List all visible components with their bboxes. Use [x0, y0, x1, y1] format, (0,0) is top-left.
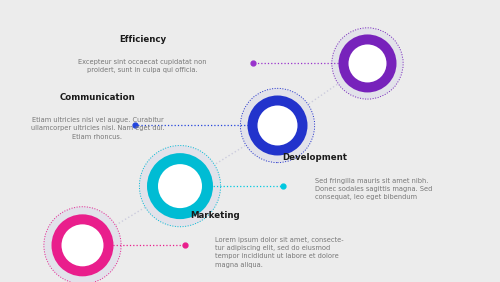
Ellipse shape: [158, 164, 202, 208]
Text: Lorem ipsum dolor sit amet, consecte-
tur adipiscing elit, sed do eiusmod
tempor: Lorem ipsum dolor sit amet, consecte- tu…: [215, 237, 344, 268]
Ellipse shape: [44, 206, 122, 282]
Ellipse shape: [147, 153, 213, 219]
Text: Excepteur sint occaecat cupidatat non
proidert, sunt in culpa qui officia.: Excepteur sint occaecat cupidatat non pr…: [78, 59, 207, 74]
Text: Efficiency: Efficiency: [119, 35, 166, 44]
Ellipse shape: [139, 145, 221, 227]
Text: Development: Development: [282, 153, 348, 162]
Ellipse shape: [338, 34, 396, 92]
Ellipse shape: [62, 224, 104, 266]
Ellipse shape: [52, 214, 114, 276]
Text: Marketing: Marketing: [190, 211, 240, 220]
Ellipse shape: [166, 171, 190, 195]
Ellipse shape: [68, 231, 92, 254]
Text: Sed fringilla mauris sit amet nibh.
Donec sodales sagittis magna. Sed
consequat,: Sed fringilla mauris sit amet nibh. Done…: [315, 178, 432, 200]
Ellipse shape: [240, 88, 315, 163]
Ellipse shape: [258, 105, 298, 146]
Ellipse shape: [348, 45, 387, 82]
Ellipse shape: [332, 27, 404, 100]
Ellipse shape: [248, 96, 308, 155]
Text: Communication: Communication: [60, 92, 136, 102]
Ellipse shape: [355, 50, 376, 71]
Ellipse shape: [264, 112, 286, 134]
Text: Etiam ultricies nisi vel augue. Curabitur
ullamcorper ultricies nisi. Nam eget d: Etiam ultricies nisi vel augue. Curabitu…: [30, 117, 164, 140]
